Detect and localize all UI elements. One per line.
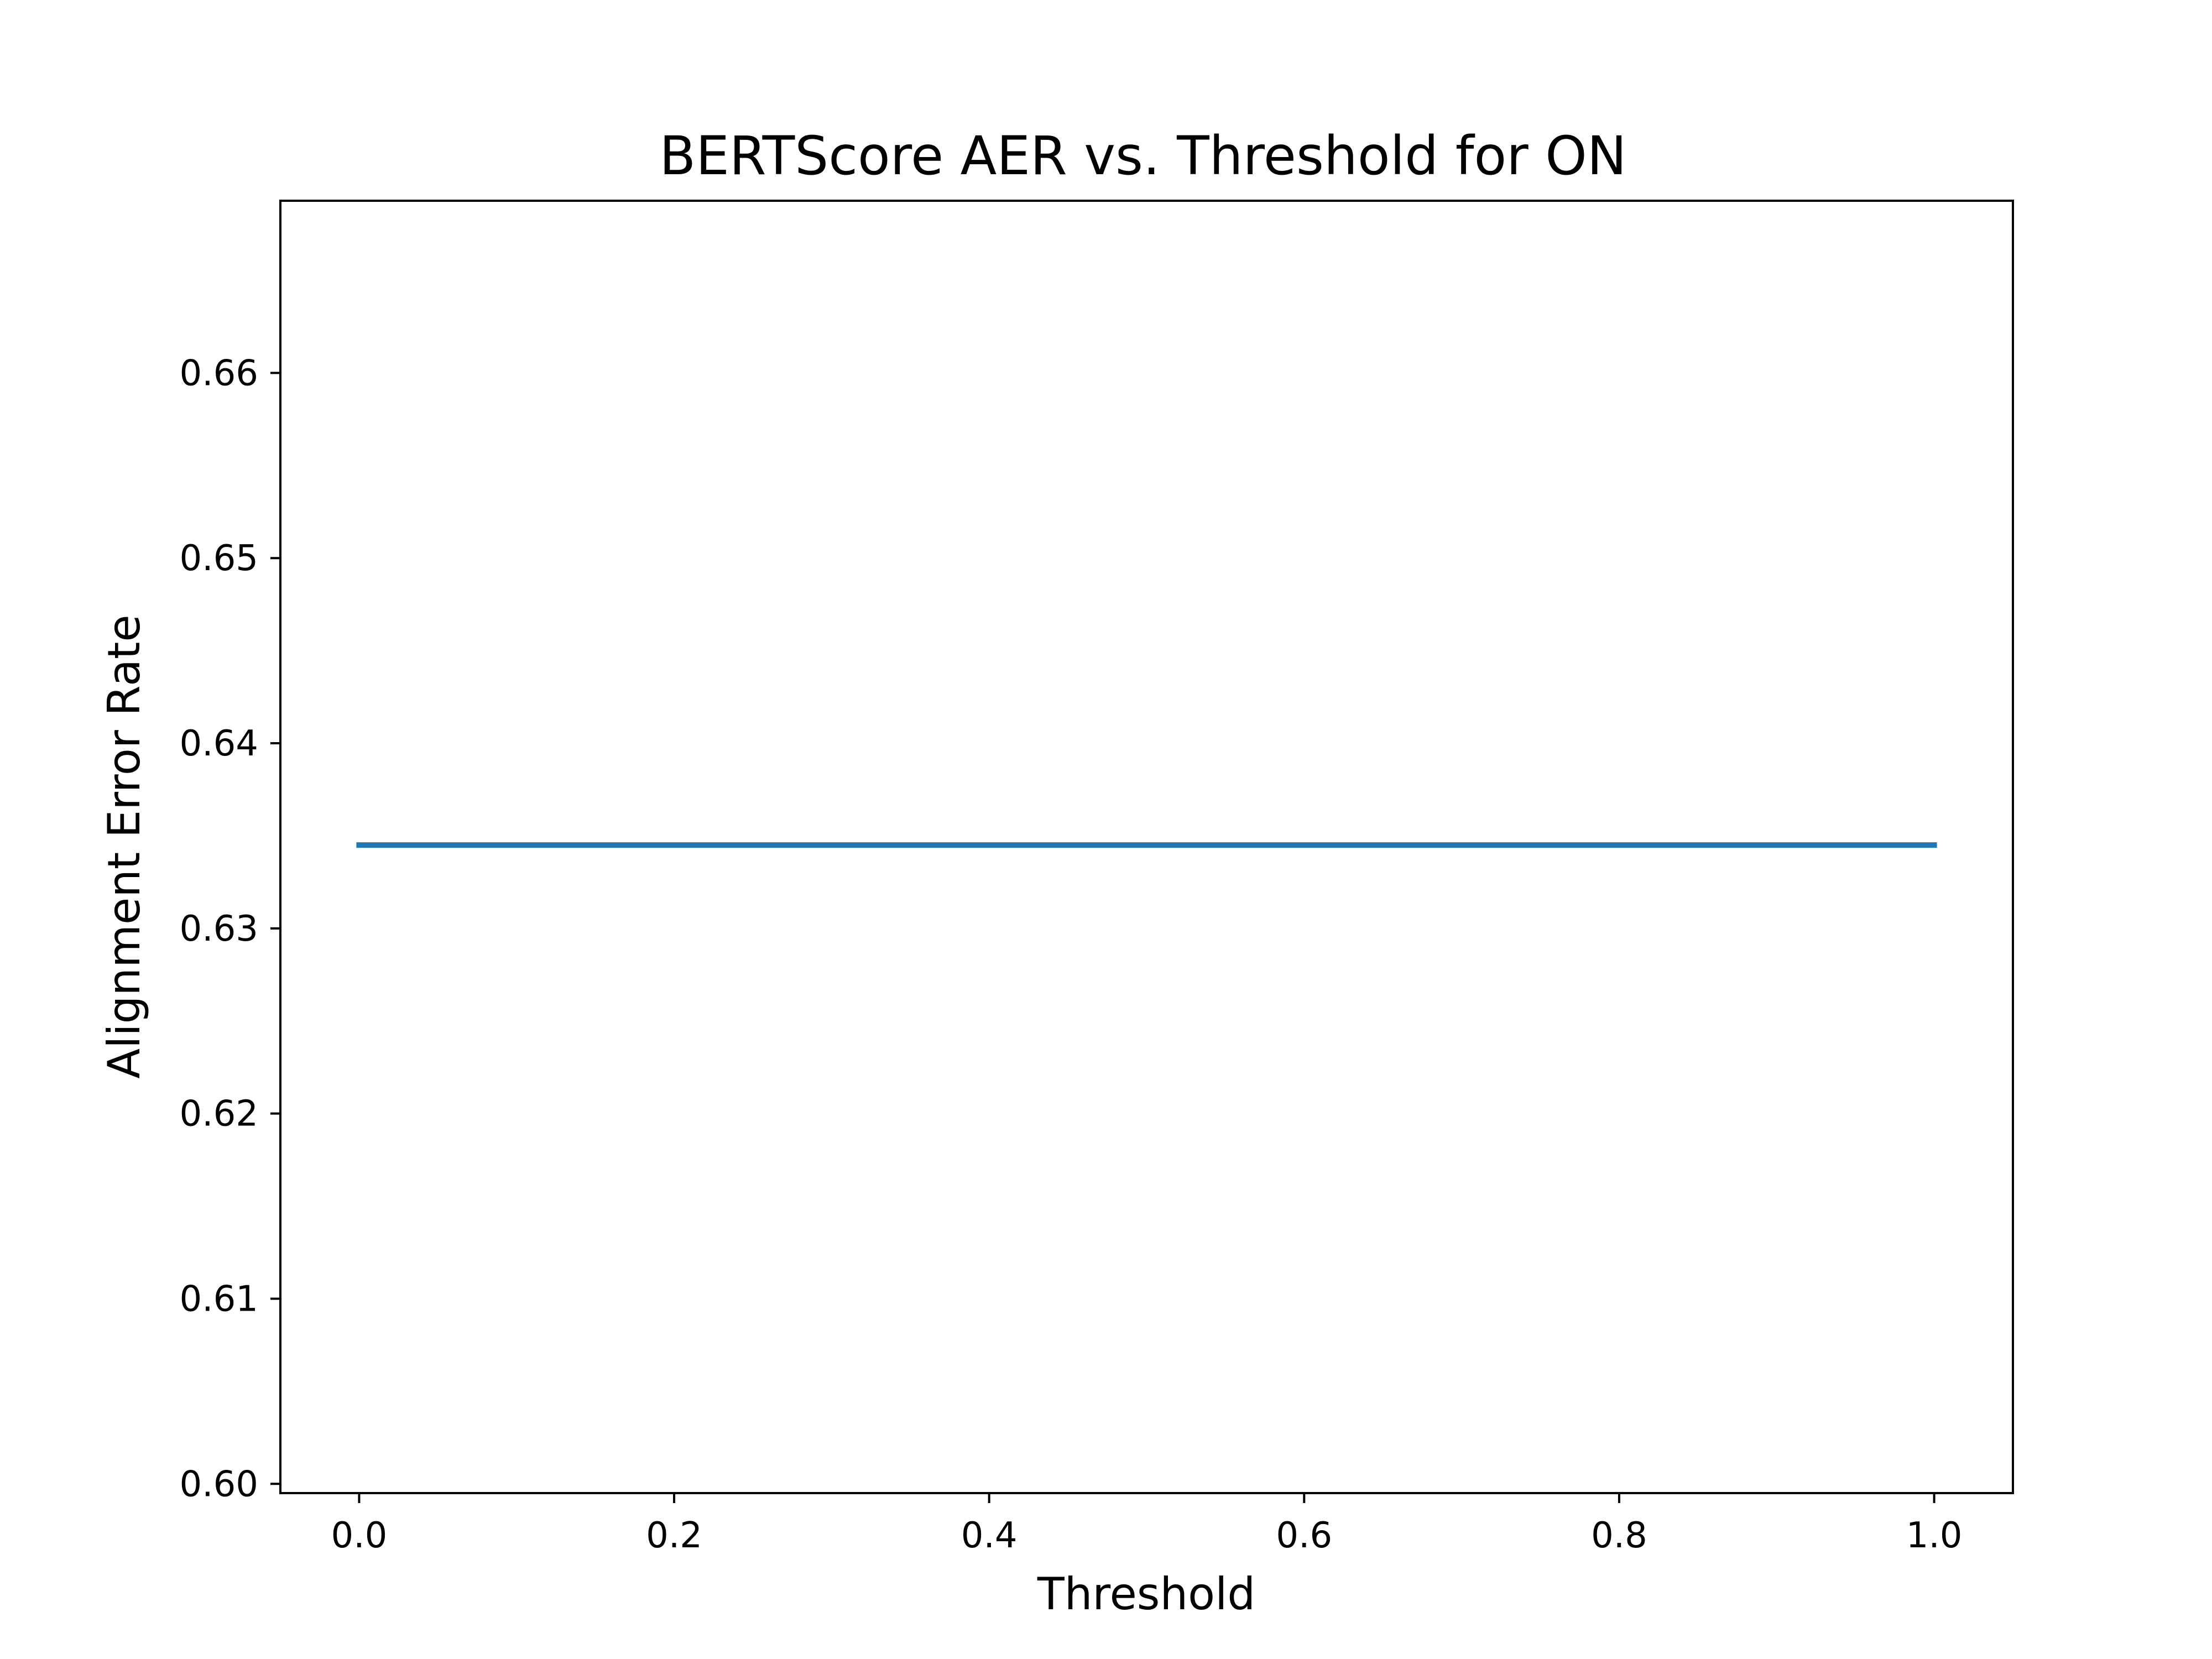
y-tick-label: 0.61 — [180, 1279, 259, 1319]
y-tick-label: 0.63 — [180, 909, 259, 950]
y-tick-label: 0.64 — [180, 723, 259, 764]
x-axis-label: Threshold — [1037, 1568, 1255, 1620]
chart-title: BERTScore AER vs. Threshold for ON — [659, 125, 1626, 187]
x-tick-label: 0.6 — [1276, 1515, 1332, 1556]
y-tick-label: 0.66 — [180, 353, 259, 394]
y-tick-label: 0.60 — [180, 1464, 259, 1505]
y-tick-label: 0.65 — [180, 538, 259, 579]
x-tick-label: 0.4 — [961, 1515, 1018, 1556]
y-tick-label: 0.62 — [180, 1094, 259, 1135]
x-tick-label: 0.8 — [1591, 1515, 1647, 1556]
plot-frame — [279, 200, 2014, 1494]
y-axis: 0.60 0.61 0.62 0.63 0.64 0.65 0.66 — [180, 353, 280, 1505]
x-tick-label: 1.0 — [1906, 1515, 1963, 1556]
x-tick-label: 0.0 — [331, 1515, 388, 1556]
y-axis-label: Alignment Error Rate — [98, 614, 150, 1078]
x-axis: 0.0 0.2 0.4 0.6 0.8 1.0 — [331, 1493, 1963, 1556]
x-tick-label: 0.2 — [646, 1515, 702, 1556]
